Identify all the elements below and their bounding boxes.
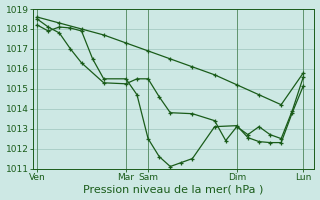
X-axis label: Pression niveau de la mer( hPa ): Pression niveau de la mer( hPa ) xyxy=(84,184,264,194)
